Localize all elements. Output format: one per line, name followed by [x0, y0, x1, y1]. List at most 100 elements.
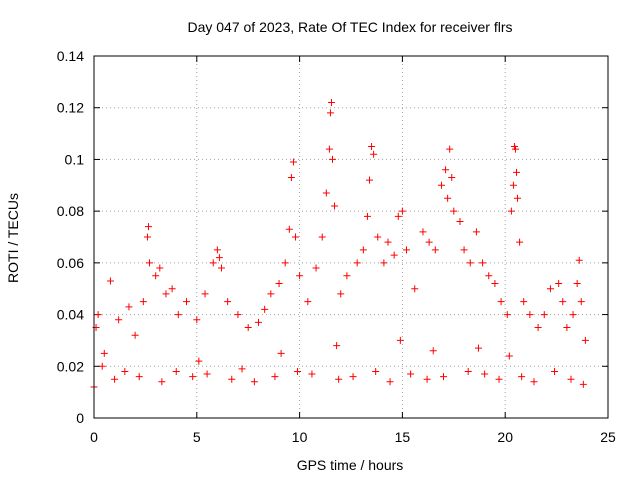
data-point: [152, 272, 160, 280]
y-tick-label: 0.04: [57, 307, 84, 323]
data-point: [121, 367, 129, 375]
data-point: [281, 259, 289, 267]
data-point: [569, 311, 577, 319]
data-point: [213, 246, 221, 254]
data-point: [407, 370, 415, 378]
data-point: [472, 228, 480, 236]
data-point: [497, 298, 505, 306]
data-point: [456, 217, 464, 225]
data-point: [380, 259, 388, 267]
data-point: [442, 166, 450, 174]
x-tick-label: 25: [600, 429, 616, 445]
data-point: [398, 207, 406, 215]
data-point: [573, 280, 581, 288]
data-point: [195, 357, 203, 365]
data-point: [189, 373, 197, 381]
data-point: [168, 285, 176, 293]
data-point: [423, 375, 431, 383]
data-point: [559, 298, 567, 306]
data-point: [261, 305, 269, 313]
data-point: [431, 246, 439, 254]
y-tick-label: 0.06: [57, 255, 84, 271]
data-point: [370, 150, 378, 158]
data-point: [464, 367, 472, 375]
data-point: [228, 375, 236, 383]
data-point: [372, 367, 380, 375]
data-point: [312, 264, 320, 272]
data-point: [466, 259, 474, 267]
data-point: [363, 212, 371, 220]
data-point: [111, 375, 119, 383]
x-tick-label: 5: [193, 429, 201, 445]
data-point: [563, 324, 571, 331]
data-point: [546, 285, 554, 293]
data-point: [287, 174, 295, 182]
data-point: [577, 298, 585, 306]
data-point: [254, 318, 262, 326]
data-point: [296, 272, 304, 280]
x-axis-label: GPS time / hours: [297, 457, 404, 473]
data-point: [244, 324, 252, 331]
plot-frame: [93, 55, 609, 419]
data-point: [215, 254, 223, 262]
data-point: [450, 207, 458, 215]
data-point: [326, 109, 334, 117]
y-tick-label: 0.08: [57, 203, 84, 219]
data-point: [437, 181, 445, 189]
x-tick-label: 15: [395, 429, 411, 445]
data-point: [526, 311, 534, 319]
data-point: [425, 238, 433, 246]
data-point: [203, 370, 211, 378]
data-point: [304, 298, 312, 306]
data-point: [234, 311, 242, 319]
chart-title: Day 047 of 2023, Rate Of TEC Index for r…: [187, 19, 512, 35]
data-point: [131, 331, 139, 339]
data-point: [267, 290, 275, 298]
data-point: [224, 298, 232, 306]
data-point: [285, 225, 293, 233]
data-point: [374, 233, 382, 241]
data-point: [460, 246, 468, 254]
axis-ticks: 0 5 10 15 20 25 0 0.02 0.04 0.06 0.08 0.1 0.12 0.14: [57, 48, 616, 445]
data-point: [479, 259, 487, 267]
data-point: [172, 367, 180, 375]
data-point: [335, 375, 343, 383]
data-point: [448, 174, 456, 182]
data-point: [368, 143, 376, 150]
data-point: [518, 373, 526, 381]
data-point: [158, 378, 166, 386]
data-point: [125, 303, 133, 311]
data-point: [386, 378, 394, 386]
data-point: [139, 298, 147, 306]
y-tick-label: 0: [76, 410, 84, 426]
data-point: [343, 272, 351, 280]
data-point: [516, 238, 524, 246]
data-point: [507, 207, 515, 215]
y-axis-label: ROTI / TECUs: [5, 193, 21, 283]
data-point: [495, 375, 503, 383]
data-point: [403, 246, 411, 254]
data-point: [183, 298, 191, 306]
data-point: [555, 280, 563, 288]
data-point: [551, 367, 559, 375]
data-point: [322, 189, 330, 197]
data-point: [333, 342, 341, 350]
y-tick-label: 0.12: [57, 100, 84, 116]
data-point: [581, 336, 589, 344]
x-tick-label: 20: [497, 429, 513, 445]
data-point: [481, 370, 489, 378]
data-point: [135, 373, 143, 381]
data-point: [238, 365, 246, 373]
data-point: [411, 285, 419, 293]
data-point: [217, 264, 225, 272]
data-point: [444, 194, 452, 202]
data-point: [291, 233, 299, 241]
data-point: [513, 168, 521, 176]
data-point: [384, 238, 392, 246]
data-point: [98, 362, 106, 370]
data-point: [250, 378, 258, 386]
data-point: [193, 316, 201, 324]
data-point: [520, 298, 528, 306]
data-point: [505, 352, 513, 360]
